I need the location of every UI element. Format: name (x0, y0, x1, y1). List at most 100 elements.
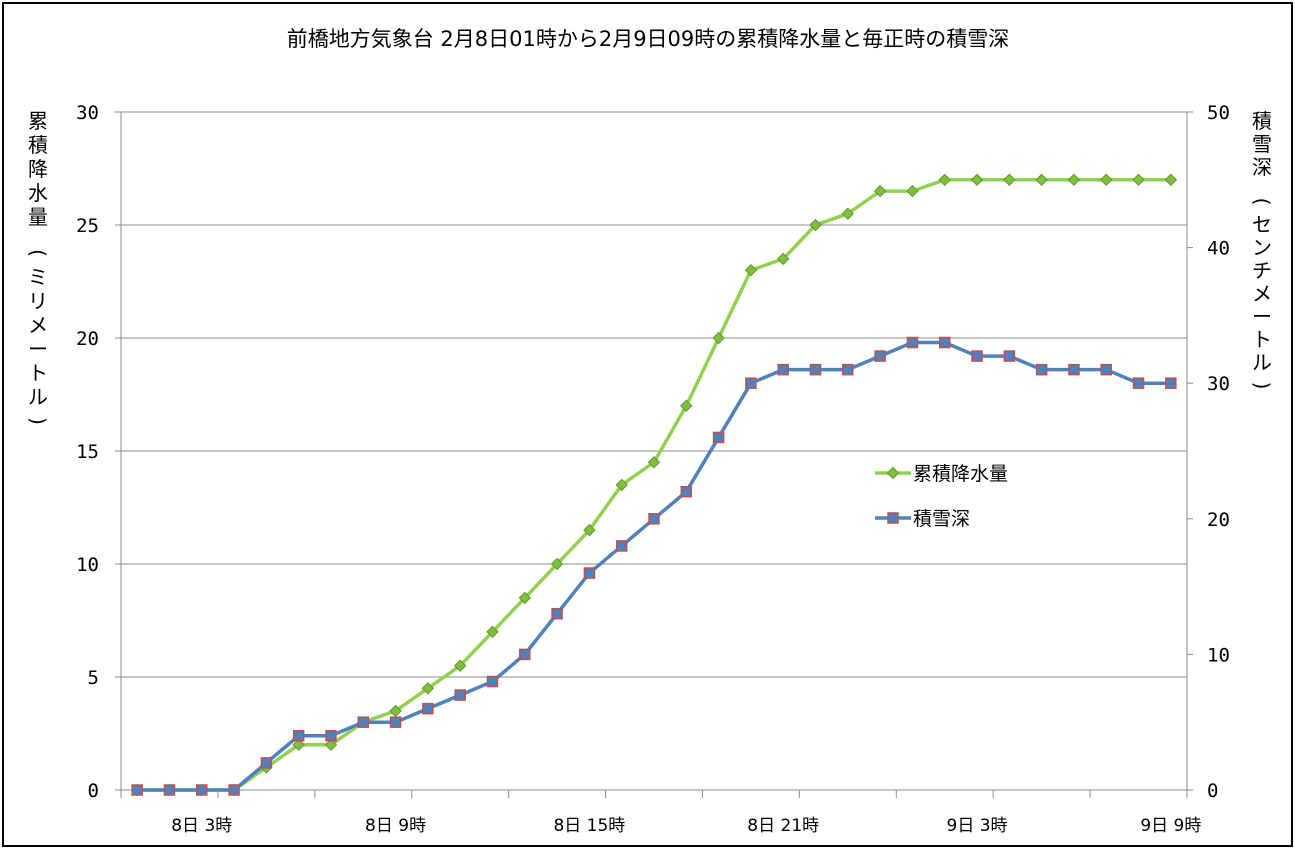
data-point-precip (777, 252, 790, 266)
data-point-snow (648, 513, 660, 525)
axis-label-char: ト (1252, 328, 1272, 352)
data-point-snow (519, 648, 531, 661)
data-point-precip (1067, 173, 1081, 187)
y2-tick-label: 30 (1207, 373, 1230, 395)
data-point-snow (971, 350, 983, 362)
data-point-snow (1035, 363, 1048, 376)
data-point-snow (163, 784, 176, 796)
data-point-snow (486, 675, 499, 688)
data-point-snow (842, 363, 854, 376)
x-tick-label: 9日 9時 (1140, 816, 1201, 836)
data-point-precip (841, 207, 855, 220)
data-point-precip (1003, 173, 1016, 187)
data-point-precip (550, 557, 564, 571)
axis-label-char: セ (1252, 213, 1272, 237)
axis-label-char: メ (28, 313, 48, 337)
data-point-snow (680, 485, 693, 498)
data-point-snow (906, 336, 919, 349)
axis-label-char: リ (28, 289, 48, 313)
x-tick-label: 8日 3時 (171, 816, 232, 836)
y-tick-label: 0 (88, 780, 99, 802)
y-tick-label: 30 (76, 102, 99, 124)
data-point-snow (422, 702, 434, 715)
axis-label-char: ー (28, 337, 48, 361)
data-point-precip (1132, 173, 1145, 187)
y-tick-label: 10 (76, 554, 99, 576)
axis-label-char: ( (1250, 198, 1274, 206)
data-point-snow (1165, 377, 1177, 389)
data-point-precip (970, 173, 984, 187)
x-tick-label: 8日 9時 (365, 816, 426, 836)
data-point-precip (906, 184, 919, 198)
data-point-precip (486, 625, 499, 639)
grid-lines (121, 111, 1187, 678)
axis-label-char: ミ (28, 265, 48, 289)
data-point-snow (745, 377, 757, 389)
axis-label-char: ン (1252, 236, 1272, 260)
data-point-precip (680, 399, 693, 413)
data-point-snow (292, 730, 305, 742)
axis-label-char: ) (26, 417, 50, 425)
data-point-snow (551, 607, 563, 620)
axis-label-char: 水 (28, 181, 48, 205)
legend-label: 積雪深 (913, 508, 970, 530)
legend-marker-diamond (886, 466, 900, 480)
data-point-snow (583, 567, 596, 579)
data-point-snow (938, 336, 951, 349)
data-point-snow (1132, 377, 1145, 389)
axis-label-char: 累 (28, 109, 48, 133)
y-tick-label: 25 (76, 215, 99, 237)
y2-tick-label: 0 (1207, 780, 1218, 802)
data-point-snow (1068, 363, 1080, 376)
data-point-snow (1003, 350, 1016, 362)
data-point-precip (744, 263, 758, 277)
y-tick-label: 5 (88, 667, 99, 689)
data-point-snow (389, 716, 402, 728)
axis-label-char: チ (1252, 259, 1272, 283)
axis-label-char: ( (26, 249, 50, 257)
axis-label-char: ル (1252, 351, 1272, 375)
data-point-precip (583, 523, 596, 537)
x-tick-label: 9日 3時 (947, 816, 1008, 836)
y-tick-label: 15 (76, 441, 99, 463)
data-point-precip (292, 738, 305, 752)
data-point-precip (421, 682, 435, 695)
data-point-snow (809, 363, 822, 376)
data-point-snow (131, 784, 143, 796)
data-point-snow (454, 689, 466, 701)
data-point-precip (809, 218, 822, 232)
data-point-precip (873, 184, 887, 198)
legend-label: 累積降水量 (913, 463, 1008, 485)
data-point-precip (324, 738, 338, 752)
y-tick-label: 20 (76, 328, 99, 350)
axis-label-char: ー (1252, 305, 1272, 329)
data-point-precip (938, 173, 951, 187)
axis-label-char: 深 (1252, 155, 1272, 179)
x-tick-label: 8日 21時 (747, 816, 819, 836)
legend-marker-square (887, 512, 899, 524)
axis-label-char: ト (28, 361, 48, 385)
data-point-precip (389, 704, 402, 718)
data-point-precip (615, 478, 628, 492)
data-point-snow (196, 784, 208, 796)
axis-label-char: 積 (1252, 109, 1272, 133)
data-point-precip (1035, 173, 1048, 187)
data-point-precip (1100, 173, 1113, 187)
x-tick-label: 8日 15時 (553, 816, 625, 836)
y2-tick-label: 50 (1207, 102, 1230, 124)
data-point-precip (1164, 173, 1178, 187)
data-point-snow (615, 540, 628, 552)
data-point-snow (325, 730, 337, 742)
data-point-snow (712, 431, 725, 444)
data-point-snow (874, 350, 886, 362)
series-layer (130, 173, 1178, 797)
chart-title: 前橋地方気象台 2月8日01時から2月9日09時の累積降水量と毎正時の積雪深 (287, 27, 1010, 51)
data-point-snow (357, 716, 370, 728)
data-point-precip (647, 456, 661, 469)
axis-label-char: 積 (28, 133, 48, 157)
y2-tick-label: 20 (1207, 509, 1230, 531)
